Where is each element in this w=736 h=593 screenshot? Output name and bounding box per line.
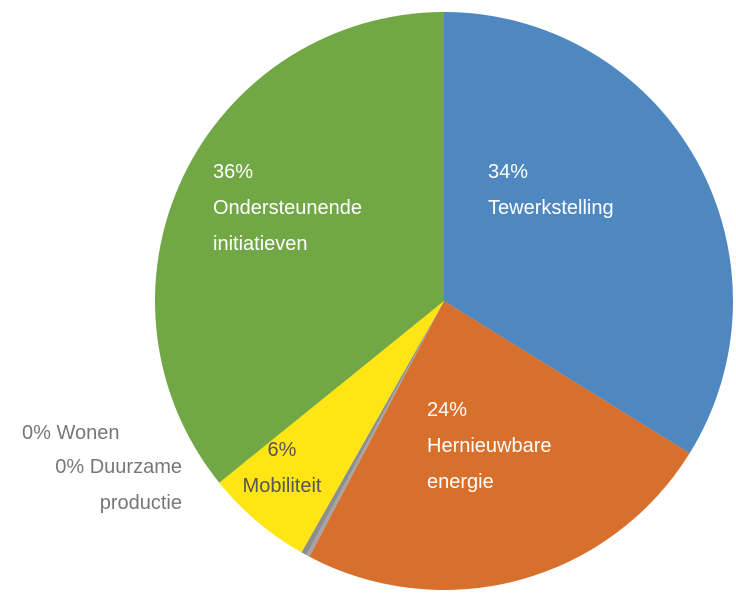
pie-slice bbox=[155, 12, 444, 483]
slice-label: 34% Tewerkstelling bbox=[488, 154, 708, 226]
slice-label: 6% Mobiliteit bbox=[222, 432, 342, 504]
value-label: 24% bbox=[427, 399, 468, 421]
slice-label: 0% Wonen bbox=[22, 415, 222, 451]
pie-slice bbox=[306, 301, 444, 557]
category-label: Tewerkstelling bbox=[488, 197, 614, 219]
category-label: Ondersteunende initiatieven bbox=[213, 197, 363, 255]
value-label: 0% bbox=[55, 456, 85, 478]
category-label: Wonen bbox=[56, 422, 120, 444]
slice-label: 24% Hernieuwbare energie bbox=[427, 392, 577, 500]
category-label: Hernieuwbare energie bbox=[427, 435, 552, 493]
category-label: Duurzame productie bbox=[89, 456, 182, 514]
pie-slice bbox=[219, 301, 444, 553]
pie-slice bbox=[301, 301, 444, 556]
value-label: 34% bbox=[488, 161, 529, 183]
slice-label: 36% Ondersteunende initiatieven bbox=[213, 154, 403, 262]
category-label: Mobiliteit bbox=[242, 475, 322, 497]
value-label: 6% bbox=[267, 439, 297, 461]
pie-slice bbox=[309, 301, 690, 590]
value-label: 36% bbox=[213, 161, 254, 183]
pie-slice bbox=[444, 12, 733, 454]
value-label: 0% bbox=[22, 422, 51, 444]
slice-label: 0% Duurzame productie bbox=[22, 449, 182, 521]
